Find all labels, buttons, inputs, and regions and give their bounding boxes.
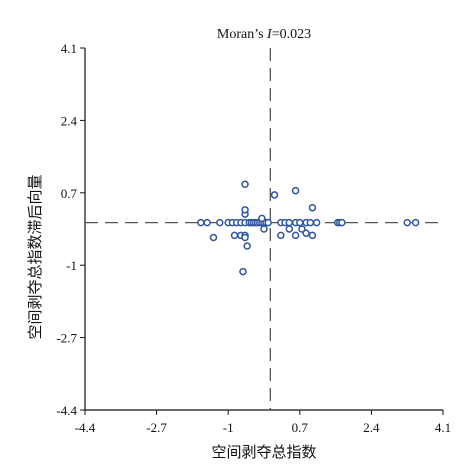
data-point xyxy=(291,231,300,240)
y-tick-label: -4.4 xyxy=(56,403,77,418)
data-point xyxy=(258,214,266,223)
data-point xyxy=(241,233,249,242)
data-point xyxy=(296,218,304,227)
data-point xyxy=(312,218,321,227)
data-point xyxy=(306,218,315,227)
data-point xyxy=(291,186,300,195)
y-tick-label: -2.7 xyxy=(56,331,77,346)
data-point xyxy=(197,218,205,227)
x-tick-label: 0.7 xyxy=(292,420,309,435)
x-tick-label: -2.7 xyxy=(146,420,167,435)
data-point xyxy=(411,218,420,227)
data-point xyxy=(308,203,317,212)
data-point xyxy=(308,231,317,240)
x-tick-label: -1 xyxy=(223,420,234,435)
data-point xyxy=(264,218,272,227)
reference-lines xyxy=(85,48,443,410)
data-point xyxy=(260,225,268,233)
data-point xyxy=(209,233,218,242)
data-point xyxy=(216,218,224,227)
data-point xyxy=(241,180,249,189)
y-tick-label: 4.1 xyxy=(61,41,77,56)
data-point xyxy=(241,206,249,214)
data-point xyxy=(230,231,239,240)
data-point xyxy=(403,218,411,227)
data-point xyxy=(203,218,211,227)
data-point xyxy=(285,225,294,233)
data-points xyxy=(197,180,420,276)
y-tick-label: 0.7 xyxy=(61,186,78,201)
data-point xyxy=(285,218,294,227)
x-tick-label: 4.1 xyxy=(435,420,451,435)
y-tick-label: 2.4 xyxy=(61,113,78,128)
y-axis-title: 空间剥夺总指数滞后向量 xyxy=(26,174,44,339)
chart-title-italic: I xyxy=(266,27,273,42)
data-point xyxy=(270,191,279,199)
x-tick-label: 2.4 xyxy=(363,420,380,435)
axes-layer: -4.4 -2.7 -1 0.7 2.4 4.1 -4.4 -2.7 -1 0.7 2.4 4.1 xyxy=(56,41,451,435)
data-point xyxy=(243,242,251,250)
x-axis-title: 空间剥夺总指数 xyxy=(211,443,316,461)
y-tick-label: -1 xyxy=(66,258,77,273)
data-point xyxy=(277,231,285,240)
chart-title: Moran’s I=0.023 xyxy=(217,27,311,42)
x-tick-label: -4.4 xyxy=(75,420,96,435)
data-point xyxy=(338,218,346,227)
data-point xyxy=(298,225,306,233)
data-point xyxy=(239,267,247,276)
data-point xyxy=(302,229,310,238)
